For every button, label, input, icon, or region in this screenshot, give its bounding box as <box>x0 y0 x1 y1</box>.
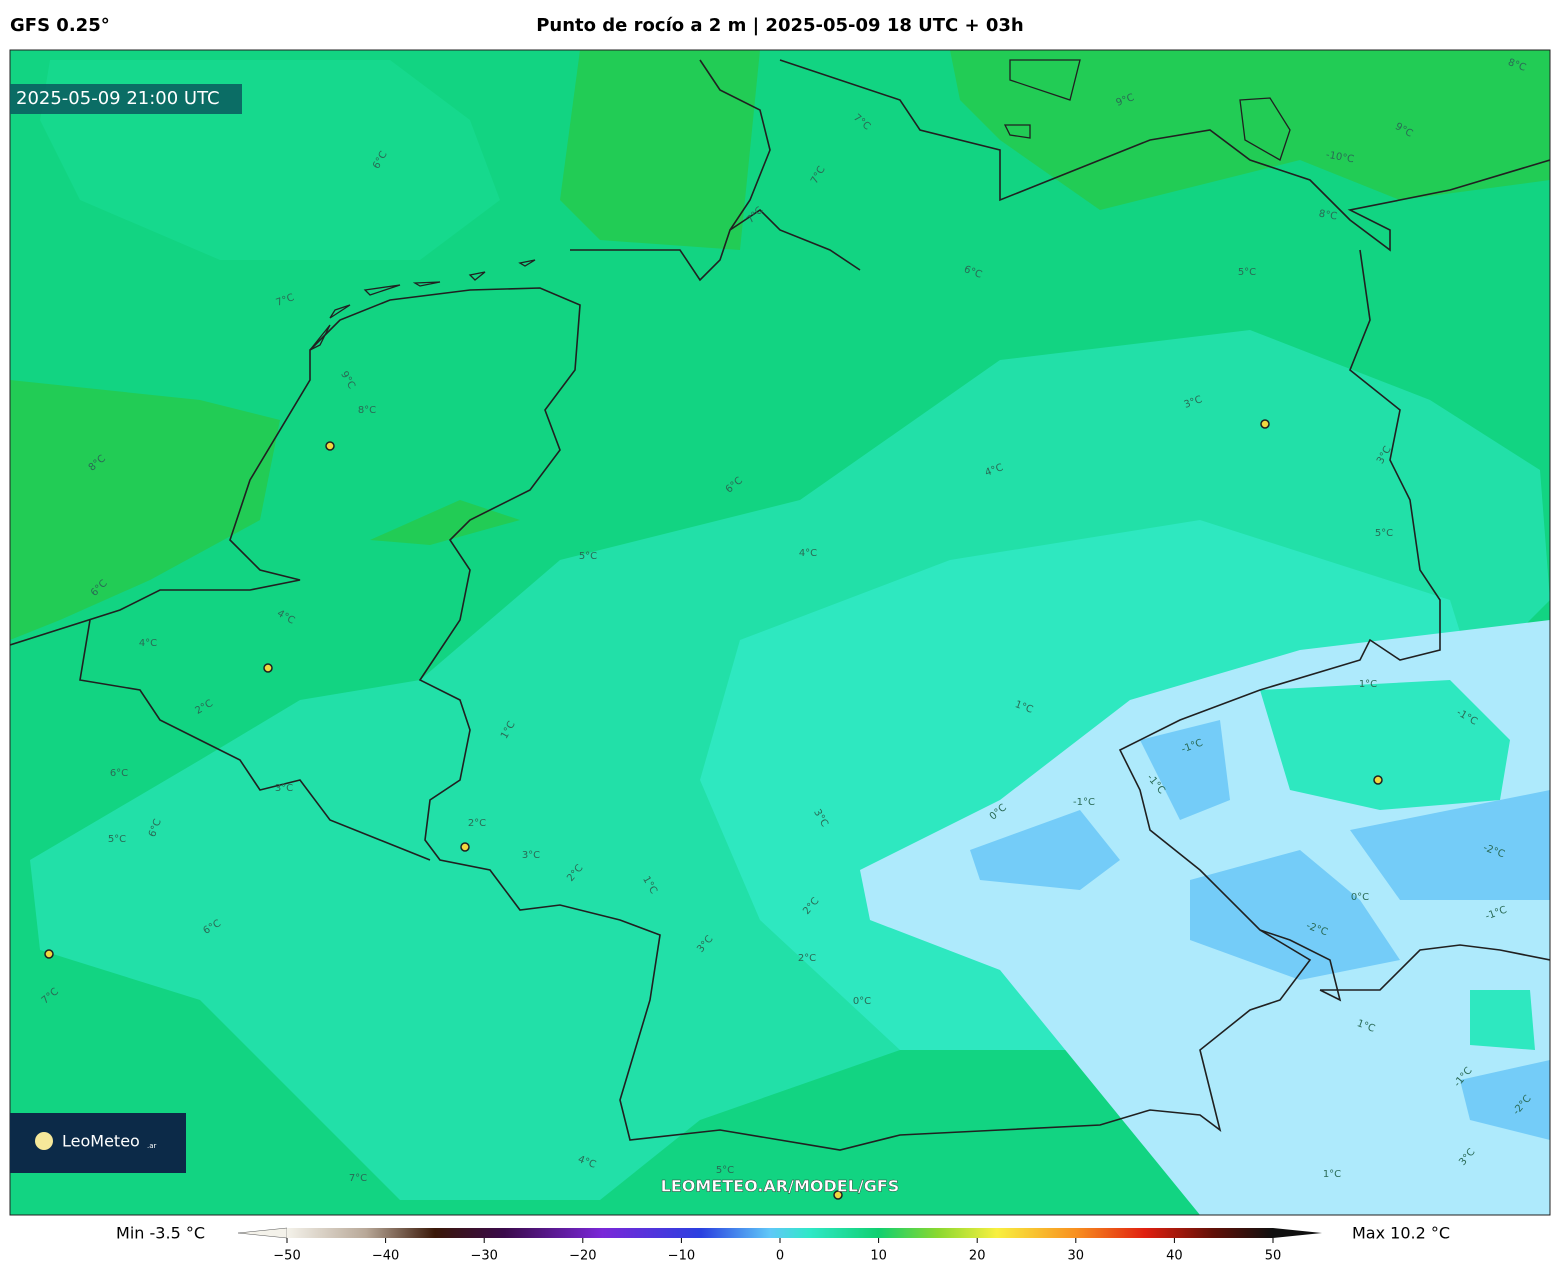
contour-label: 5°C <box>108 834 126 845</box>
contour-label: 6°C <box>110 768 128 779</box>
colorbar-tick-label: −40 <box>372 1249 399 1264</box>
colorbar-tick-label: −50 <box>273 1249 300 1264</box>
contour-label: 0°C <box>1351 892 1369 903</box>
contour-label: 2°C <box>468 818 486 829</box>
colorbar-tick-label: 0 <box>776 1249 784 1264</box>
contour-label: -10°C <box>1325 150 1355 166</box>
contour-label: 2°C <box>798 953 816 964</box>
colorbar-tick-label: 40 <box>1166 1249 1183 1264</box>
colorbar-tick-label: 50 <box>1265 1249 1282 1264</box>
title: Punto de rocío a 2 m | 2025-05-09 18 UTC… <box>536 15 1024 36</box>
contour-label: 0°C <box>853 996 871 1007</box>
model-label: GFS 0.25° <box>10 15 110 36</box>
contour-label: 5°C <box>1238 267 1256 278</box>
max-label: Max 10.2 °C <box>1352 1224 1450 1243</box>
map-frame <box>9 49 1551 1216</box>
timestamp: 2025-05-09 21:00 UTC <box>16 88 220 109</box>
contour-label: 4°C <box>799 548 817 559</box>
contour-label: -1°C <box>1073 797 1095 808</box>
contour-label: 7°C <box>349 1173 367 1184</box>
contour-label: 1°C <box>1359 679 1377 690</box>
colorbar-bar <box>287 1228 1273 1238</box>
contour-label: 5°C <box>1375 528 1393 539</box>
map: 6°C7°C7°C9°C9°C-10°C8°C7°C 8°C6°C8°C8°C9°… <box>10 50 1550 1215</box>
watermark: LEOMETEO.AR/MODEL/GFS <box>661 1177 900 1196</box>
colorbar-tick-label: 30 <box>1068 1249 1085 1264</box>
colorbar-tick-label: −10 <box>668 1249 695 1264</box>
contour-label: 8°C <box>358 405 376 416</box>
colorbar: −50 −40 −30 −20 −10 0 10 20 30 40 50 <box>237 1227 1322 1264</box>
contour-label: 5°C <box>716 1165 734 1176</box>
colorbar-tick-label: −30 <box>470 1249 497 1264</box>
logo-sun <box>35 1132 53 1150</box>
colorbar-max-arrow <box>1273 1228 1322 1238</box>
logo: LeoMeteo <box>62 1132 140 1151</box>
contour-label: 1°C <box>1323 1169 1341 1180</box>
logo-suffix: .ar <box>147 1142 157 1150</box>
contour-label: 5°C <box>579 551 597 562</box>
contour-label: 8°C <box>1318 208 1338 222</box>
contour-label: 4°C <box>139 638 157 649</box>
colorbar-min-arrow <box>237 1227 288 1239</box>
colorbar-tick-label: 20 <box>969 1249 986 1264</box>
contour-label: 3°C <box>275 783 293 794</box>
colorbar-tick-label: 10 <box>870 1249 887 1264</box>
contour-label: 3°C <box>522 850 540 861</box>
min-label: Min -3.5 °C <box>116 1224 205 1243</box>
timestamp-box <box>10 84 242 114</box>
colorbar-tick-label: −20 <box>569 1249 596 1264</box>
